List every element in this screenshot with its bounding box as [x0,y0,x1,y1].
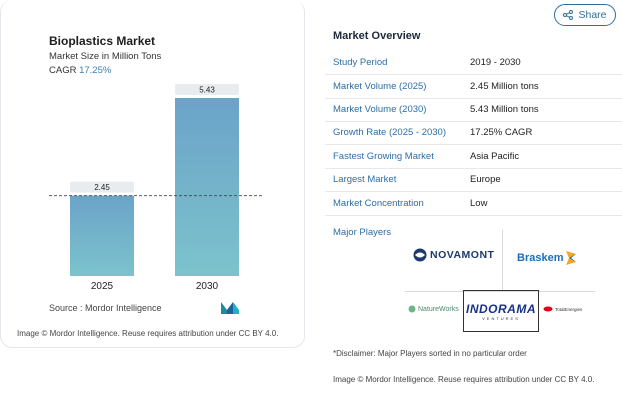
overview-value: 2019 - 2030 [470,57,521,68]
braskem-mark-icon [566,251,577,265]
novamont-mark-icon [413,248,427,262]
braskem-logo: Braskem [517,250,577,266]
totalenergies-mark-icon [543,306,553,312]
bar-2030 [175,98,239,276]
data-label-background [70,181,134,193]
overview-value: Europe [470,174,501,185]
totalenergies-text: TotalEnergies [555,306,583,312]
chart-subtitle: Market Size in Million Tons [49,51,162,62]
chart-title: Bioplastics Market [49,34,156,48]
attribution-left: Image © Mordor Intelligence. Reuse requi… [17,329,279,338]
totalenergies-logo: TotalEnergies [543,306,582,312]
data-label-2025: 2.45 [94,183,110,192]
disclaimer: *Disclaimer: Major Players sorted in no … [333,349,527,358]
overview-value: Low [470,198,488,209]
indorama-subtext: VENTURES [482,315,520,321]
share-label: Share [578,9,607,21]
chart-source: Source : Mordor Intelligence [49,303,162,313]
overview-key: Fastest Growing Market [333,151,434,162]
overview-key: Market Volume (2025) [333,81,427,92]
indorama-text: INDORAMA [466,301,536,316]
share-button[interactable]: Share [554,4,616,26]
overview-row-volume-2030: Market Volume (2030) 5.43 Million tons [325,99,622,122]
cagr-value: 17.25% [79,65,112,76]
novamont-text: NOVAMONT [430,249,495,261]
overview-key: Market Concentration [333,198,424,209]
data-label-background [175,84,239,95]
braskem-text: Braskem [517,252,564,264]
overview-row-growth-rate: Growth Rate (2025 - 2030) 17.25% CAGR [325,122,622,145]
overview-title: Market Overview [333,30,421,42]
indorama-logo: INDORAMA VENTURES [463,290,539,332]
overview-key: Study Period [333,57,388,68]
overview-value: 17.25% CAGR [470,127,533,138]
major-players-title: Major Players [333,227,392,238]
logo-divider-vertical [502,230,503,292]
overview-key: Growth Rate (2025 - 2030) [333,127,447,138]
overview-row-study-period: Study Period 2019 - 2030 [325,52,622,75]
overview-key: Largest Market [333,174,397,185]
x-tick-2030: 2030 [196,281,219,292]
overview-row-volume-2025: Market Volume (2025) 2.45 Million tons [325,76,622,99]
bar-chart: 2.45 2025 5.43 2030 [49,84,263,292]
overview-value: 2.45 Million tons [470,81,539,92]
logo-divider-horizontal [405,291,595,292]
cagr-label: CAGR [49,65,77,76]
data-label-2030: 5.43 [199,86,215,95]
overview-row-concentration: Market Concentration Low [325,193,622,216]
natureworks-text: NatureWorks [418,305,459,313]
novamont-logo: NOVAMONT [413,248,494,262]
share-icon [563,10,574,20]
overview-row-largest-market: Largest Market Europe [325,169,622,192]
bar-2025 [70,195,134,276]
attribution-right: Image © Mordor Intelligence. Reuse requi… [333,375,595,384]
chart-cagr: CAGR 17.25% [49,65,111,76]
natureworks-logo: NatureWorks [408,305,459,313]
natureworks-leaf-icon [408,305,416,313]
x-tick-2025: 2025 [91,281,114,292]
chart-card: Bioplastics Market Market Size in Millio… [0,0,305,348]
overview-key: Market Volume (2030) [333,104,427,115]
overview-value: Asia Pacific [470,151,520,162]
overview-row-fastest-growing: Fastest Growing Market Asia Pacific [325,146,622,169]
overview-value: 5.43 Million tons [470,104,539,115]
mordor-logo-icon [221,302,239,314]
